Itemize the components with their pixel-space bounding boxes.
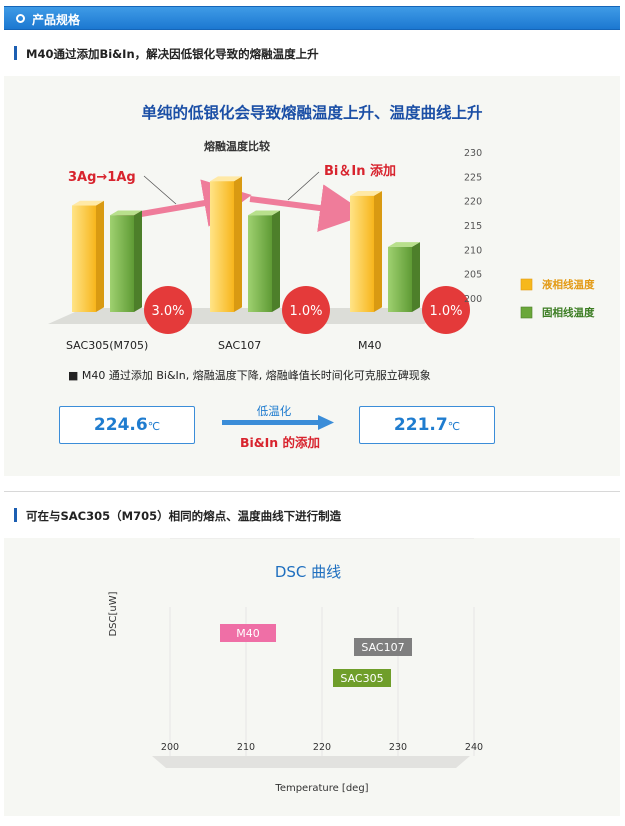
y-tick-label: 200 bbox=[464, 294, 482, 305]
annot-left-line bbox=[143, 175, 177, 205]
section-title-bar: 产品规格 bbox=[4, 6, 620, 30]
chart-subtitle: 熔融温度比较 bbox=[204, 140, 270, 153]
heading-marker bbox=[14, 46, 17, 60]
annot-right: Bi＆In 添加 bbox=[324, 163, 396, 179]
y-tick-label: 0 bbox=[152, 538, 158, 541]
dsc-panel: DSC 曲线 0-500-1000-1500-2000 200 210 220 230 2… bbox=[4, 538, 620, 816]
series-tag-label: SAC107 bbox=[361, 641, 404, 654]
bar-liquidus bbox=[210, 181, 234, 312]
heading-text: 可在与SAC305（M705）相同的熔点、温度曲线下进行制造 bbox=[26, 509, 342, 523]
right-arrow-icon bbox=[222, 415, 334, 430]
y-tick-label: 225 bbox=[464, 172, 482, 183]
bar-solidus bbox=[388, 246, 412, 312]
legend-swatch bbox=[520, 278, 533, 291]
series-tag-label: SAC305 bbox=[340, 672, 383, 685]
series-tag bbox=[333, 669, 391, 687]
bar-solidus bbox=[248, 215, 272, 312]
x-tick-label: 200 bbox=[161, 742, 179, 753]
arrow-label-bottom: Bi&In 的添加 bbox=[239, 435, 321, 450]
dsc-ylabel: DSC[uW] bbox=[108, 591, 119, 636]
percent-badge-label: 1.0% bbox=[289, 304, 322, 319]
temp-value-before: 224.6 bbox=[93, 415, 148, 435]
y-tick-label: -2000 bbox=[130, 538, 158, 541]
y-tick-label: 205 bbox=[464, 270, 482, 281]
temp-box-after: 221.7℃ bbox=[359, 406, 495, 444]
dsc-title: DSC 曲线 bbox=[275, 563, 341, 581]
y-tick-label: -500 bbox=[136, 538, 158, 541]
section-title: 产品规格 bbox=[32, 13, 81, 27]
annot-right-line bbox=[287, 171, 320, 201]
percent-badge-label: 3.0% bbox=[151, 304, 184, 319]
heading-marker bbox=[14, 508, 17, 522]
bar-top bbox=[350, 191, 382, 196]
category-label: SAC107 bbox=[218, 339, 261, 352]
melting-temp-panel: 单纯的低银化会导致熔融温度上升、温度曲线上升 熔融温度比较 3Ag→1Ag Bi… bbox=[4, 76, 620, 476]
dsc-chart: DSC 曲线 0-500-1000-1500-2000 200 210 220 230 2… bbox=[4, 538, 483, 794]
y-tick-label: 230 bbox=[464, 148, 482, 159]
y-tick-label: 215 bbox=[464, 221, 482, 232]
temp-value-after: 221.7 bbox=[393, 415, 448, 435]
x-tick-label: 210 bbox=[237, 742, 255, 753]
bar-side bbox=[412, 242, 420, 312]
legend-swatch bbox=[520, 306, 533, 319]
annot-left: 3Ag→1Ag bbox=[68, 170, 136, 185]
bar-top bbox=[388, 242, 420, 247]
y-tick-label: -1000 bbox=[130, 538, 158, 541]
percent-badge bbox=[282, 286, 330, 334]
percent-badge-label: 1.0% bbox=[429, 304, 462, 319]
x-tick-label: 240 bbox=[465, 742, 483, 753]
bar-top bbox=[110, 210, 142, 216]
bar-side bbox=[134, 210, 142, 312]
bar-side bbox=[96, 200, 104, 312]
bar-top bbox=[72, 200, 104, 206]
legend-label: 液相线温度 bbox=[542, 278, 595, 291]
dsc-floor bbox=[152, 756, 470, 768]
y-tick-label: 210 bbox=[464, 245, 482, 256]
bar-top bbox=[210, 176, 242, 182]
chart-note: ■ M40 通过添加 Bi&In, 熔融温度下降, 熔融峰值长时间化可克服立碑现… bbox=[68, 369, 431, 382]
legend-label: 固相线温度 bbox=[542, 306, 595, 319]
percent-badge bbox=[422, 286, 470, 334]
trend-arrow-down bbox=[249, 184, 368, 232]
series-tag bbox=[354, 638, 412, 656]
bar-liquidus bbox=[350, 195, 374, 312]
percent-badge bbox=[144, 286, 192, 334]
melting-temp-chart: 3Ag→1Ag Bi＆In 添加 3.0% 1.0% 1.0% 200 205 210 2… bbox=[48, 148, 595, 352]
bar-side bbox=[272, 210, 280, 312]
category-label: M40 bbox=[358, 339, 382, 352]
series-tag bbox=[220, 624, 276, 642]
panel-headline: 单纯的低银化会导致熔融温度上升、温度曲线上升 bbox=[141, 104, 483, 122]
temp-box-before: 224.6℃ bbox=[59, 406, 195, 444]
x-tick-label: 220 bbox=[313, 742, 331, 753]
series-tag-label: M40 bbox=[236, 627, 260, 640]
heading-text: M40通过添加Bi&In，解决因低银化导致的熔融温度上升 bbox=[26, 47, 319, 61]
y-tick-label: 220 bbox=[464, 197, 482, 208]
bar-top bbox=[248, 210, 280, 216]
bar-solidus bbox=[110, 215, 134, 312]
bar-side bbox=[234, 176, 242, 312]
temp-unit-after: ℃ bbox=[447, 420, 461, 433]
x-tick-label: 230 bbox=[389, 742, 407, 753]
arrow-label-top: 低温化 bbox=[256, 404, 292, 418]
temp-unit-before: ℃ bbox=[147, 420, 161, 433]
dsc-xlabel: Temperature [deg] bbox=[274, 783, 368, 794]
bar-side bbox=[374, 191, 382, 312]
y-tick-label: -1500 bbox=[130, 538, 158, 541]
divider bbox=[4, 491, 620, 492]
circle-icon bbox=[16, 14, 25, 23]
category-label: SAC305(M705) bbox=[66, 339, 148, 352]
bar-liquidus bbox=[72, 205, 96, 312]
